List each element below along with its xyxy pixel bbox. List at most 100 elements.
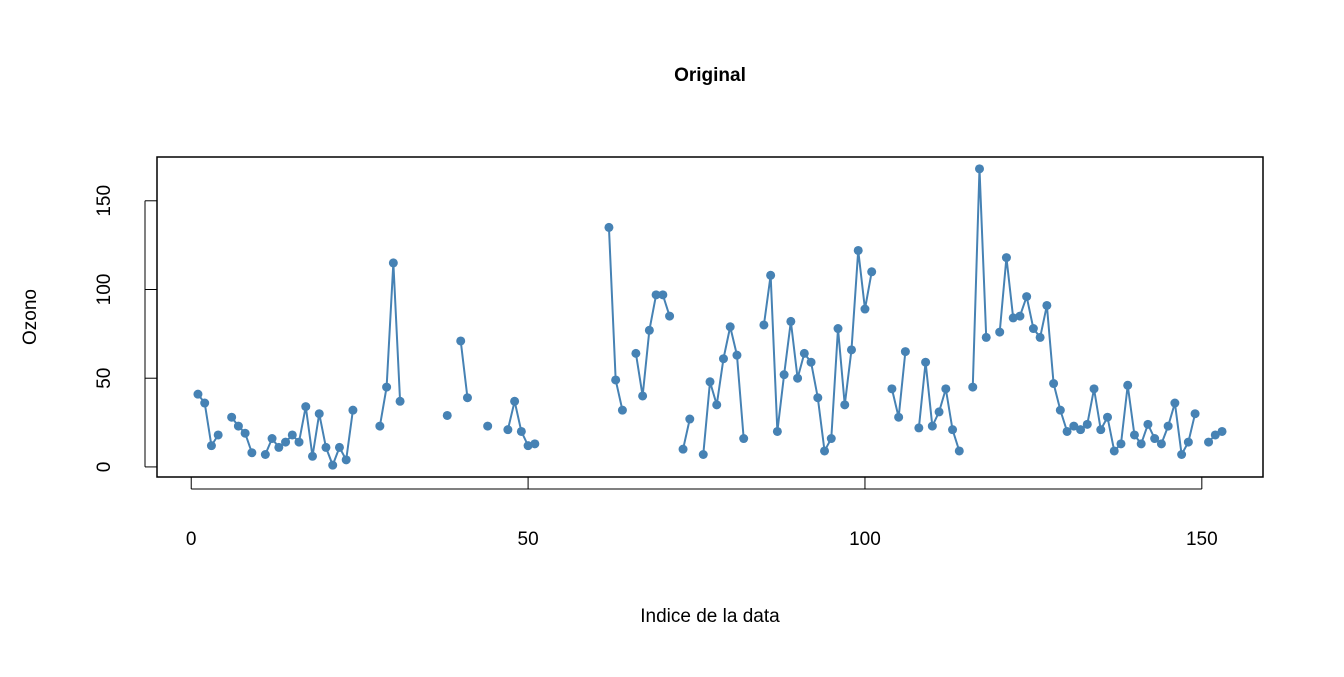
data-point bbox=[213, 430, 223, 440]
x-axis-label: Indice de la data bbox=[640, 606, 780, 627]
data-point bbox=[375, 421, 385, 431]
data-point bbox=[974, 164, 984, 174]
data-point bbox=[1103, 412, 1113, 422]
data-point bbox=[1210, 430, 1220, 440]
data-point bbox=[806, 357, 816, 367]
data-point bbox=[846, 345, 856, 355]
data-point bbox=[981, 332, 991, 342]
y-tick-label: 0 bbox=[94, 462, 115, 473]
data-point bbox=[718, 354, 728, 364]
data-point bbox=[732, 350, 742, 360]
data-point bbox=[705, 377, 715, 387]
data-point bbox=[1217, 426, 1227, 436]
data-point bbox=[1183, 437, 1193, 447]
data-point bbox=[341, 455, 351, 465]
data-point bbox=[1022, 292, 1032, 302]
data-point bbox=[516, 426, 526, 436]
data-point bbox=[948, 425, 958, 435]
data-point bbox=[267, 434, 277, 444]
data-point bbox=[227, 412, 237, 422]
data-point bbox=[658, 290, 668, 300]
data-point bbox=[617, 405, 627, 415]
data-point bbox=[894, 412, 904, 422]
data-point bbox=[651, 290, 661, 300]
data-point bbox=[247, 448, 257, 458]
data-point bbox=[759, 320, 769, 330]
data-point bbox=[779, 370, 789, 380]
series-line bbox=[197, 168, 1223, 468]
data-point bbox=[604, 222, 614, 232]
data-point bbox=[921, 357, 931, 367]
data-point bbox=[712, 400, 722, 410]
data-point bbox=[193, 389, 203, 399]
data-point bbox=[483, 421, 493, 431]
data-point bbox=[766, 270, 776, 280]
data-point bbox=[1204, 437, 1214, 447]
data-point bbox=[1001, 253, 1011, 263]
data-point bbox=[833, 324, 843, 334]
data-point bbox=[853, 245, 863, 255]
data-point bbox=[900, 347, 910, 357]
data-point bbox=[611, 375, 621, 385]
data-point bbox=[1129, 430, 1139, 440]
data-point bbox=[1136, 439, 1146, 449]
data-point bbox=[678, 444, 688, 454]
data-point bbox=[725, 322, 735, 332]
data-point bbox=[395, 396, 405, 406]
data-point bbox=[995, 327, 1005, 337]
y-tick-label: 100 bbox=[94, 274, 115, 306]
data-point bbox=[739, 434, 749, 444]
data-point bbox=[1177, 450, 1187, 460]
data-point bbox=[510, 396, 520, 406]
data-point bbox=[1035, 332, 1045, 342]
data-point bbox=[1109, 446, 1119, 456]
data-point bbox=[321, 442, 331, 452]
data-point bbox=[644, 325, 654, 335]
data-point bbox=[968, 382, 978, 392]
data-point bbox=[523, 441, 533, 451]
data-point bbox=[1089, 384, 1099, 394]
data-point bbox=[348, 405, 358, 415]
data-point bbox=[1156, 439, 1166, 449]
data-point bbox=[1170, 398, 1180, 408]
data-point bbox=[1062, 426, 1072, 436]
data-point bbox=[665, 311, 675, 321]
data-point bbox=[301, 402, 311, 412]
data-point bbox=[206, 441, 216, 451]
x-tick-label: 50 bbox=[518, 529, 539, 550]
data-point bbox=[382, 382, 392, 392]
y-tick-label: 50 bbox=[94, 368, 115, 389]
data-point bbox=[813, 393, 823, 403]
chart-title: Original bbox=[674, 65, 746, 86]
data-point bbox=[927, 421, 937, 431]
data-point bbox=[698, 450, 708, 460]
data-point bbox=[1150, 434, 1160, 444]
data-point bbox=[1015, 311, 1025, 321]
data-point bbox=[233, 421, 243, 431]
data-point bbox=[1163, 421, 1173, 431]
data-point bbox=[287, 430, 297, 440]
data-point bbox=[867, 267, 877, 277]
data-point bbox=[260, 450, 270, 460]
data-point bbox=[826, 434, 836, 444]
data-point bbox=[294, 437, 304, 447]
data-point bbox=[1042, 300, 1052, 310]
data-point bbox=[934, 407, 944, 417]
data-point bbox=[274, 442, 284, 452]
data-point bbox=[941, 384, 951, 394]
y-tick-label: 150 bbox=[94, 185, 115, 217]
data-point bbox=[328, 460, 338, 470]
data-point bbox=[954, 446, 964, 456]
data-point bbox=[1028, 324, 1038, 334]
data-point bbox=[860, 304, 870, 314]
x-tick-label: 150 bbox=[1186, 529, 1218, 550]
x-tick-label: 0 bbox=[186, 529, 197, 550]
data-point bbox=[638, 391, 648, 401]
data-point bbox=[1116, 439, 1126, 449]
data-point bbox=[772, 426, 782, 436]
data-point bbox=[388, 258, 398, 268]
data-point bbox=[685, 414, 695, 424]
data-point bbox=[1082, 419, 1092, 429]
data-point bbox=[530, 439, 540, 449]
